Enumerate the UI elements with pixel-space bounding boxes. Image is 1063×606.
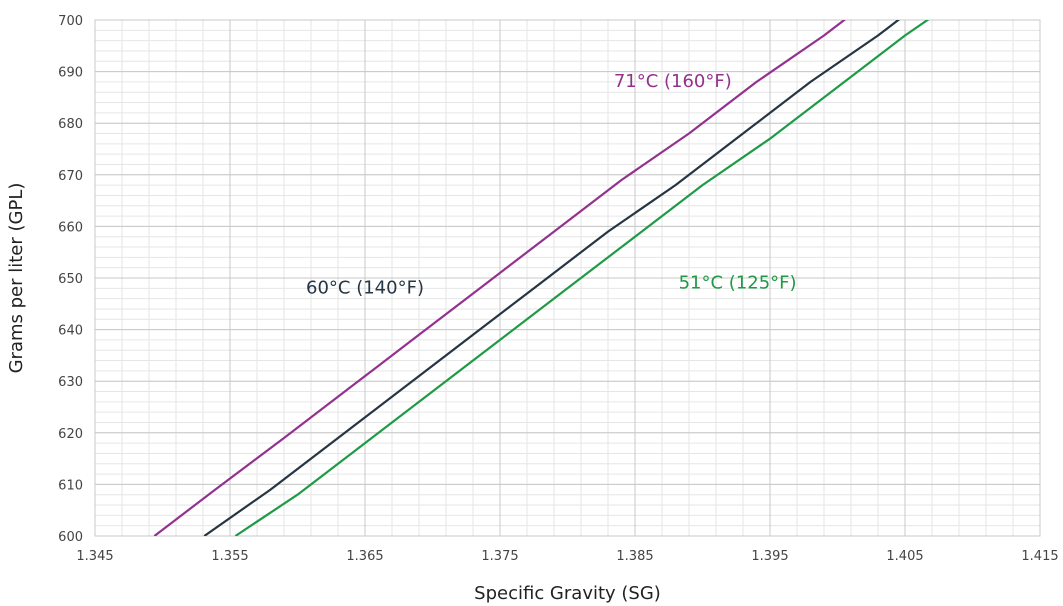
y-tick-label: 670 <box>58 169 83 184</box>
y-tick-label: 630 <box>58 375 83 390</box>
y-axis-label: Grams per liter (GPL) <box>6 183 27 374</box>
x-tick-label: 1.385 <box>616 549 653 564</box>
series-label: 51°C (125°F) <box>679 272 797 293</box>
x-tick-label: 1.415 <box>1021 549 1058 564</box>
y-tick-label: 610 <box>58 478 83 493</box>
y-tick-label: 650 <box>58 272 83 287</box>
series-line <box>234 20 930 536</box>
x-tick-label: 1.405 <box>886 549 923 564</box>
y-tick-label: 640 <box>58 324 83 339</box>
grid-major <box>94 19 1041 537</box>
x-tick-label: 1.365 <box>346 549 383 564</box>
y-tick-label: 620 <box>58 427 83 442</box>
series-line <box>203 20 901 536</box>
series-labels: 71°C (160°F) 60°C (140°F) 51°C (125°F) <box>306 71 797 298</box>
y-axis-ticks: 600 610 620 630 640 650 660 670 680 690 700 <box>58 14 83 545</box>
x-axis-label: Specific Gravity (SG) <box>474 583 661 604</box>
x-tick-label: 1.395 <box>751 549 788 564</box>
y-tick-label: 680 <box>58 117 83 132</box>
series-label: 71°C (160°F) <box>614 71 732 92</box>
x-tick-label: 1.375 <box>481 549 518 564</box>
series-lines <box>153 20 930 536</box>
x-axis-ticks: 1.345 1.355 1.365 1.375 1.385 1.395 1.405 1.415 <box>76 549 1058 564</box>
y-tick-label: 660 <box>58 220 83 235</box>
y-tick-label: 600 <box>58 530 83 545</box>
x-tick-label: 1.355 <box>211 549 248 564</box>
series-label: 60°C (140°F) <box>306 277 424 298</box>
y-tick-label: 690 <box>58 66 83 81</box>
y-tick-label: 700 <box>58 14 83 29</box>
series-line <box>153 20 847 536</box>
x-tick-label: 1.345 <box>76 549 113 564</box>
plot-border <box>94 19 1041 537</box>
